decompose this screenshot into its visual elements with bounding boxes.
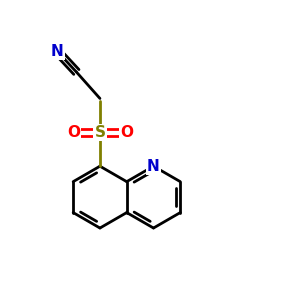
Text: N: N (51, 44, 64, 59)
Text: S: S (94, 125, 105, 140)
Text: O: O (120, 125, 133, 140)
Text: N: N (147, 159, 160, 174)
Text: O: O (67, 125, 80, 140)
